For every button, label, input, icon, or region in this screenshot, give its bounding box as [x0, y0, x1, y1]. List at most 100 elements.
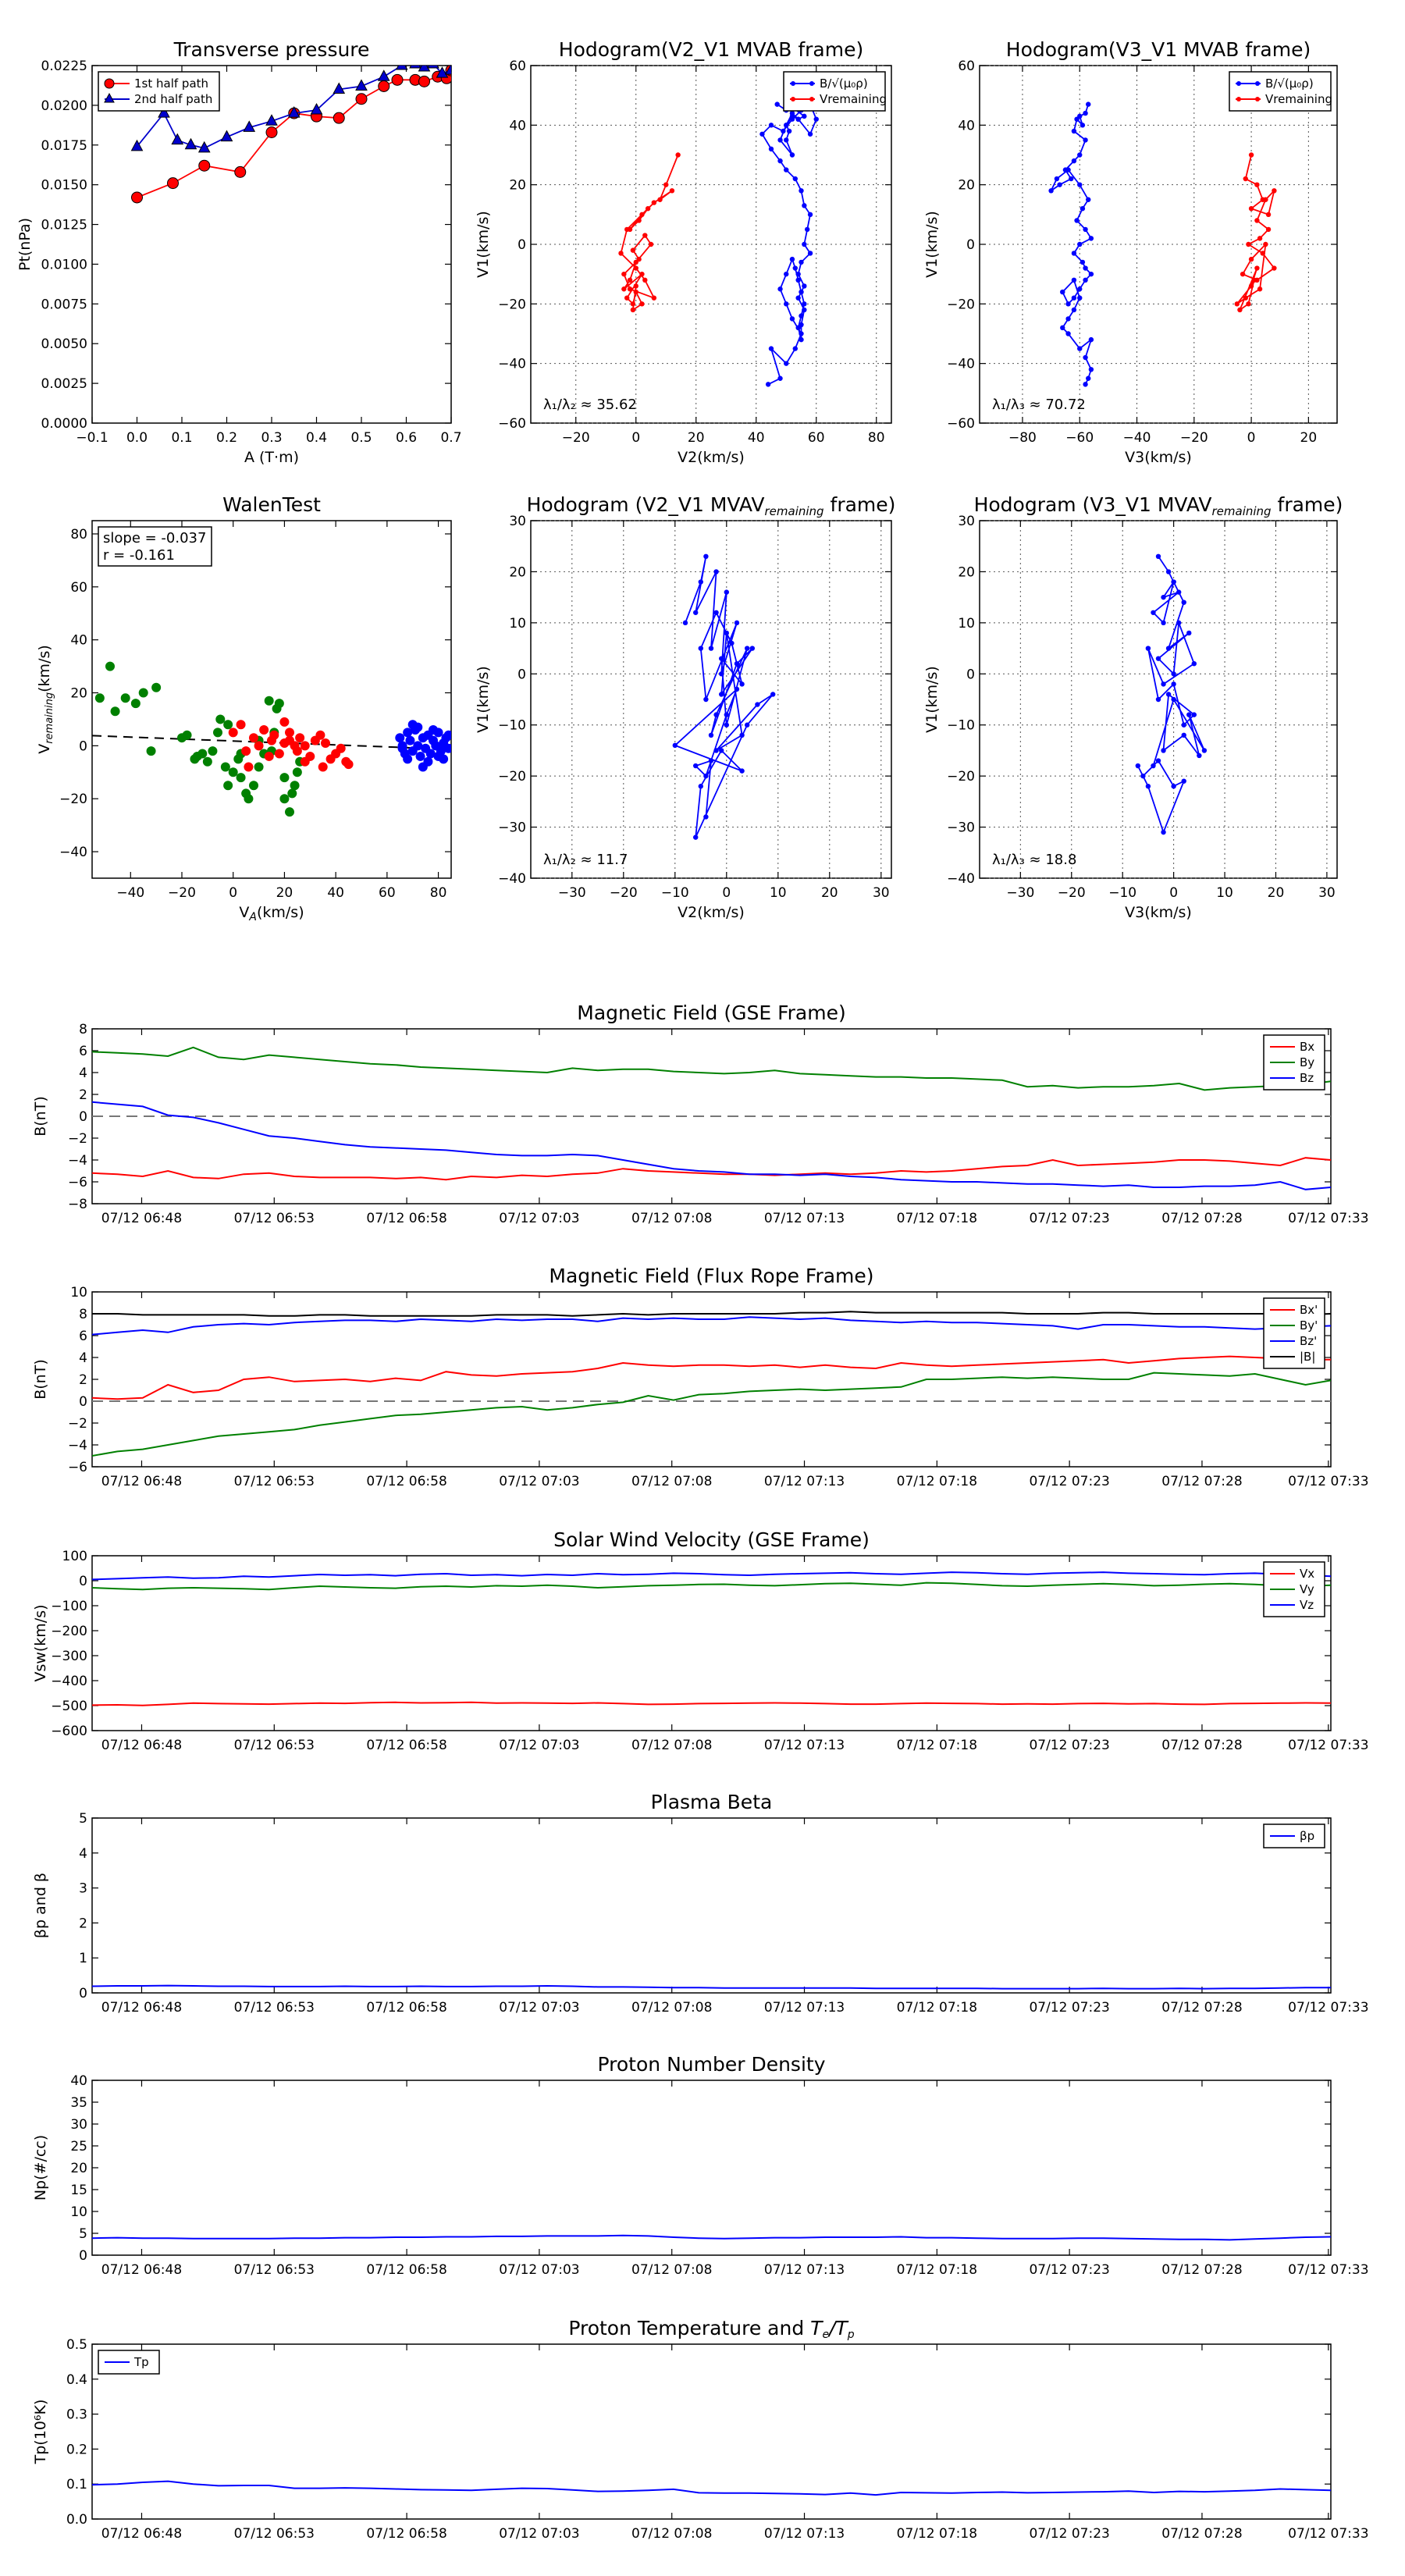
y-tick-label: 4 [79, 1066, 87, 1081]
plot-area [92, 1311, 1331, 1457]
legend: Bx'By' Bz' |B| [1263, 1297, 1325, 1369]
data-point [1197, 753, 1202, 759]
data-point [621, 271, 627, 277]
data-point [1186, 712, 1192, 717]
legend-box [98, 71, 220, 112]
data-point [642, 233, 648, 238]
data-point [724, 712, 729, 717]
legend-label: By [1300, 1055, 1314, 1069]
y-tick-label: 6 [79, 1044, 87, 1059]
data-point [784, 361, 789, 366]
x-tick-label: 0 [631, 430, 640, 446]
x-tick-label: 07/12 07:28 [1161, 1211, 1242, 1226]
x-tick-label: 07/12 07:18 [897, 1474, 977, 1489]
data-point [724, 589, 729, 595]
stats-box [98, 526, 212, 567]
x-tick-label: 07/12 07:28 [1161, 2000, 1242, 2016]
y-tick-label: 0.0075 [41, 297, 87, 312]
stats-text: r = -0.161 [103, 547, 175, 564]
data-point [633, 265, 638, 271]
x-axis-label: V2(km/s) [678, 904, 745, 921]
plot-frame [91, 1817, 1332, 1994]
x-tick-label: 07/12 06:58 [366, 2526, 446, 2542]
y-tick-label: 0 [966, 667, 975, 682]
x-tick-label: 07/12 07:18 [897, 1211, 977, 1226]
x-tick-label: 80 [430, 885, 447, 901]
chart-h2: Hodogram(V3_V1 MVAB frame) −60 −40 −20 0 20 40… [923, 38, 1338, 466]
data-point [770, 692, 776, 697]
legend-label: Vremaining [1265, 92, 1332, 106]
data-point [675, 152, 681, 158]
plot-area [92, 2234, 1331, 2241]
data-point [1181, 778, 1186, 784]
data-point [202, 756, 212, 767]
data-point [130, 699, 140, 709]
x-tick-label: 07/12 07:18 [897, 2000, 977, 2016]
data-point [228, 767, 238, 777]
x-tick-label: 07/12 06:58 [366, 1738, 446, 1753]
data-point [795, 325, 801, 331]
data-point [1086, 375, 1091, 381]
y-tick-label: 60 [70, 580, 87, 596]
data-point [795, 277, 801, 283]
x-tick-label: 07/12 07:23 [1029, 1211, 1109, 1226]
x-axis-label: V3(km/s) [1125, 904, 1192, 921]
y-tick-label: 0.3 [66, 2407, 87, 2423]
data-point [265, 126, 278, 138]
y-tick-label: −10 [947, 718, 975, 734]
data-point [378, 80, 390, 92]
x-tick-label: 07/12 07:23 [1029, 2000, 1109, 2016]
x-tick-label: 07/12 07:13 [764, 2526, 845, 2542]
legend-box [783, 71, 886, 112]
x-tick-label: 07/12 07:13 [764, 1211, 845, 1226]
x-tick-label: −60 [1065, 430, 1094, 446]
data-point [1165, 692, 1172, 697]
data-point [1254, 182, 1260, 187]
legend: βp [1263, 1823, 1325, 1848]
y-tick-label: 0.0025 [41, 376, 87, 392]
data-point [719, 692, 724, 697]
y-tick-label: −6 [68, 1460, 87, 1475]
y-tick-label: −40 [947, 871, 975, 887]
series-line [761, 103, 817, 386]
data-point [1171, 671, 1176, 677]
x-tick-label: 20 [821, 885, 838, 901]
data-point [749, 646, 755, 651]
y-tick-label: −2 [68, 1416, 87, 1432]
data-point [633, 283, 638, 289]
data-point [395, 733, 405, 743]
legend-label: |B| [1300, 1350, 1315, 1364]
data-point [672, 742, 678, 749]
series-by- [92, 1372, 1331, 1457]
y-axis-label: V1(km/s) [923, 211, 941, 278]
data-point [1077, 295, 1083, 301]
data-point [1171, 579, 1176, 585]
data-point [1060, 325, 1065, 331]
data-point [789, 316, 795, 322]
data-point [1155, 758, 1161, 763]
data-point [418, 762, 428, 772]
data-point [1243, 295, 1248, 301]
y-tick-label: 2 [79, 1916, 87, 1931]
x-tick-label: 07/12 07:03 [499, 2526, 579, 2542]
data-point [413, 741, 423, 751]
data-point [1171, 696, 1176, 703]
series-line [92, 1316, 1331, 1336]
chart-wt: WalenTest −40 −20 0 20 40 60 80 −40 −20 0 20 40 60 80 V… [36, 493, 452, 923]
series-vy [92, 1582, 1331, 1591]
data-point [708, 758, 714, 763]
legend-marker [791, 97, 795, 101]
data-point [1246, 241, 1251, 247]
data-point [1060, 289, 1065, 295]
data-point [1151, 610, 1156, 615]
y-tick-label: 0.0225 [41, 59, 87, 74]
plot-area [92, 1984, 1331, 1990]
x-tick-label: −20 [1180, 430, 1208, 446]
series-line [92, 1701, 1331, 1706]
series-bz- [92, 1316, 1331, 1336]
data-point [768, 123, 774, 128]
legend-label: Vy [1300, 1582, 1314, 1596]
x-tick-label: 07/12 07:33 [1288, 1738, 1368, 1753]
data-point [274, 699, 284, 709]
plot-area [1048, 101, 1277, 387]
